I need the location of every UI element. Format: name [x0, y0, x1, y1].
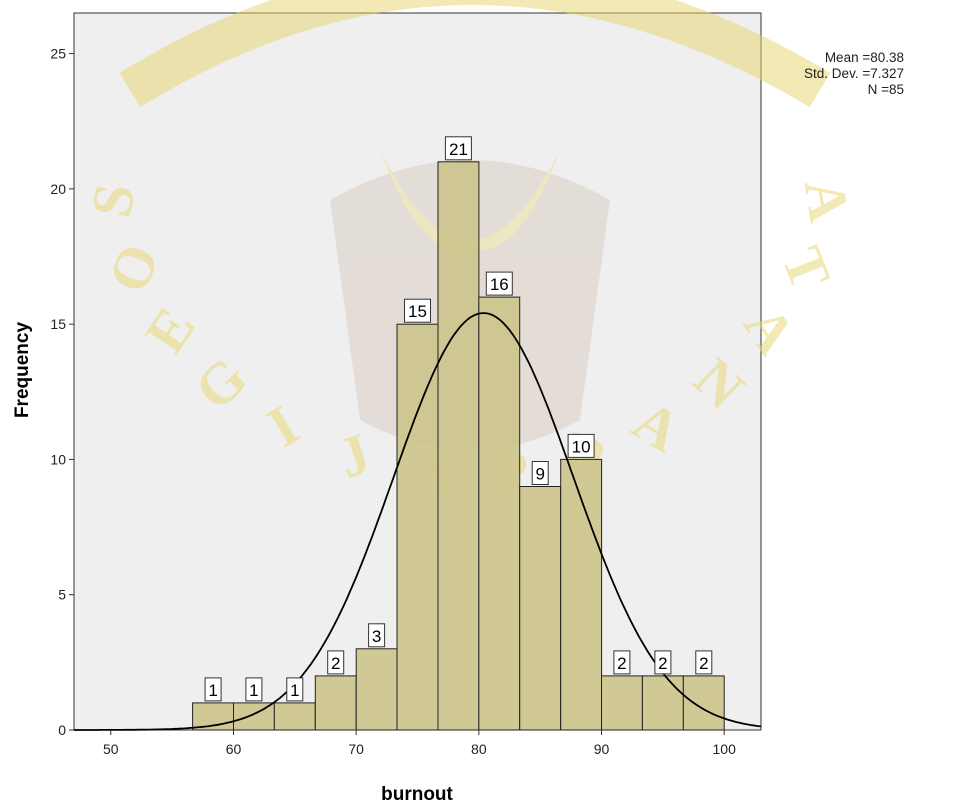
x-tick-label: 90 — [594, 741, 610, 757]
x-tick-label: 100 — [713, 741, 737, 757]
y-tick-label: 0 — [58, 722, 66, 738]
x-tick-label: 70 — [348, 741, 364, 757]
y-axis-title: Frequency — [12, 322, 33, 419]
bar-label-box — [567, 433, 595, 458]
bar-label-box — [531, 461, 549, 485]
bar-count-label: 15 — [408, 302, 427, 321]
bar-count-label: 1 — [290, 681, 299, 700]
bar-label-box — [286, 677, 304, 702]
histogram-bar — [519, 486, 562, 731]
bar-labels-group: 1 1 1 2 3 15 21 16 9 10 2 2 2 — [204, 136, 713, 702]
bar-label-box — [695, 650, 713, 675]
stats-n: N =85 — [868, 82, 904, 97]
histogram-bar — [682, 675, 725, 731]
histogram-bar — [560, 458, 603, 731]
bar-count-label: 16 — [490, 275, 509, 294]
watermark-letter: A — [792, 175, 863, 227]
bar-label-box — [485, 271, 513, 296]
y-tick-label: 25 — [50, 46, 66, 62]
bar-count-label: 3 — [372, 627, 381, 646]
stats-legend: Mean =80.38 Std. Dev. =7.327 N =85 — [804, 50, 904, 97]
bar-count-label: 2 — [658, 654, 667, 673]
watermark-arc — [119, 0, 831, 108]
histogram-bar — [273, 702, 316, 731]
histogram-bar — [396, 323, 439, 731]
bar-label-box — [327, 650, 345, 675]
x-tick-label: 50 — [103, 741, 119, 757]
bar-count-label: 9 — [535, 465, 544, 484]
x-axis-title: burnout — [381, 784, 453, 805]
bar-count-label: 21 — [449, 140, 468, 159]
bar-label-box — [245, 677, 263, 702]
bar-label-box — [613, 650, 631, 675]
x-axis: 50 60 70 80 90 100 — [103, 730, 736, 757]
histogram-bar — [478, 296, 521, 731]
bar-label-box — [404, 298, 431, 323]
bar-label-box — [654, 650, 672, 675]
y-tick-label: 10 — [50, 451, 66, 467]
y-axis: 0 5 10 15 20 25 — [50, 46, 74, 738]
normal-curve-line — [74, 312, 762, 731]
stats-std-dev: Std. Dev. =7.327 — [804, 66, 904, 81]
bar-count-label: 1 — [249, 681, 258, 700]
y-tick-label: 5 — [58, 587, 66, 603]
x-tick-label: 80 — [471, 741, 487, 757]
histogram-bar — [355, 648, 398, 731]
watermark-letter: T — [769, 238, 844, 298]
bar-count-label: 2 — [331, 654, 340, 673]
histogram-bar — [601, 675, 643, 731]
stats-mean: Mean =80.38 — [825, 50, 904, 65]
bar-label-box — [368, 623, 386, 648]
bar-count-label: 2 — [617, 654, 626, 673]
bar-label-box — [444, 136, 472, 161]
histogram-bar — [641, 675, 684, 731]
y-tick-label: 20 — [50, 181, 66, 197]
bar-label-box — [204, 677, 222, 702]
histogram-bar — [314, 675, 357, 731]
y-tick-label: 15 — [50, 316, 66, 332]
bar-count-label: 1 — [208, 681, 217, 700]
x-tick-label: 60 — [226, 741, 242, 757]
bar-count-label: 2 — [699, 654, 708, 673]
bar-count-label: 10 — [572, 437, 591, 456]
watermark-lotus — [380, 150, 560, 251]
bars-group — [192, 161, 725, 731]
histogram-bar — [437, 161, 480, 731]
